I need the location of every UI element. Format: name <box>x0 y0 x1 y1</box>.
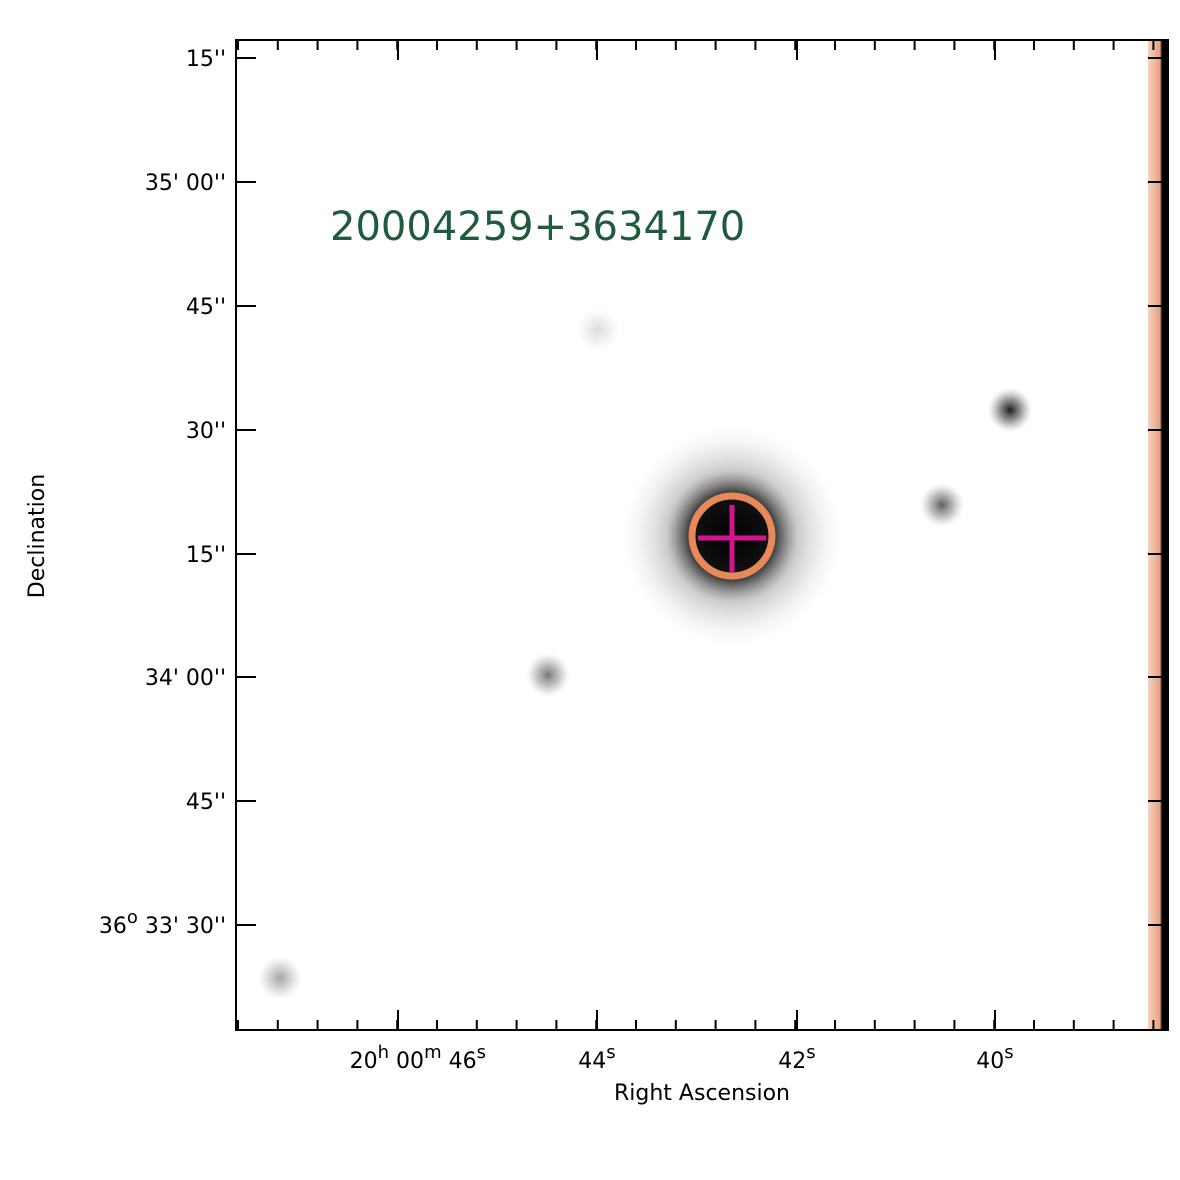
label-part: 20 <box>350 1049 378 1074</box>
y-tick-label: 45'' <box>186 790 226 815</box>
y-axis-title: Declination <box>25 474 50 598</box>
superscript: s <box>477 1042 486 1063</box>
image <box>236 40 1168 1030</box>
x-axis-title: Right Ascension <box>614 1081 790 1106</box>
y-tick-label: 35' 00'' <box>145 171 226 196</box>
label-part: 42 <box>778 1049 806 1074</box>
label-part: 46 <box>442 1049 477 1074</box>
label-part: 44 <box>578 1049 606 1074</box>
label-part: 40 <box>976 1049 1004 1074</box>
superscript: s <box>1004 1042 1013 1063</box>
y-tick-label: 36o 33' 30'' <box>99 907 226 939</box>
label-part: 36 <box>99 914 127 939</box>
label-part: 00 <box>389 1049 424 1074</box>
superscript: m <box>424 1042 442 1063</box>
star <box>988 388 1032 432</box>
star <box>526 653 570 697</box>
superscript: o <box>127 907 138 928</box>
target-circle <box>688 492 776 580</box>
y-tick-label: 15'' <box>186 543 226 568</box>
star <box>920 483 964 527</box>
label-part: 33' 30'' <box>138 914 226 939</box>
label-part: 34' 00'' <box>145 666 226 691</box>
superscript: s <box>606 1042 615 1063</box>
superscript: s <box>806 1042 815 1063</box>
superscript: h <box>378 1042 389 1063</box>
x-tick-label: 44s <box>578 1042 615 1074</box>
label-part: 45'' <box>186 295 226 320</box>
y-tick-label: 15'' <box>186 47 226 72</box>
y-tick-label: 45'' <box>186 295 226 320</box>
label-part: 15'' <box>186 543 226 568</box>
y-tick-label: 30'' <box>186 419 226 444</box>
x-tick-label: 40s <box>976 1042 1013 1074</box>
star <box>258 956 302 1000</box>
y-tick-label: 34' 00'' <box>145 666 226 691</box>
label-part: 35' 00'' <box>145 171 226 196</box>
x-tick-label: 20h 00m 46s <box>350 1042 486 1074</box>
object-label: 20004259+3634170 <box>330 204 745 250</box>
label-part: 45'' <box>186 790 226 815</box>
label-part: 30'' <box>186 419 226 444</box>
plot-frame <box>235 39 1169 1031</box>
star <box>576 308 620 352</box>
image-edge <box>1148 40 1168 1030</box>
x-tick-label: 42s <box>778 1042 815 1074</box>
label-part: 15'' <box>186 47 226 72</box>
ticks <box>236 40 1168 1030</box>
